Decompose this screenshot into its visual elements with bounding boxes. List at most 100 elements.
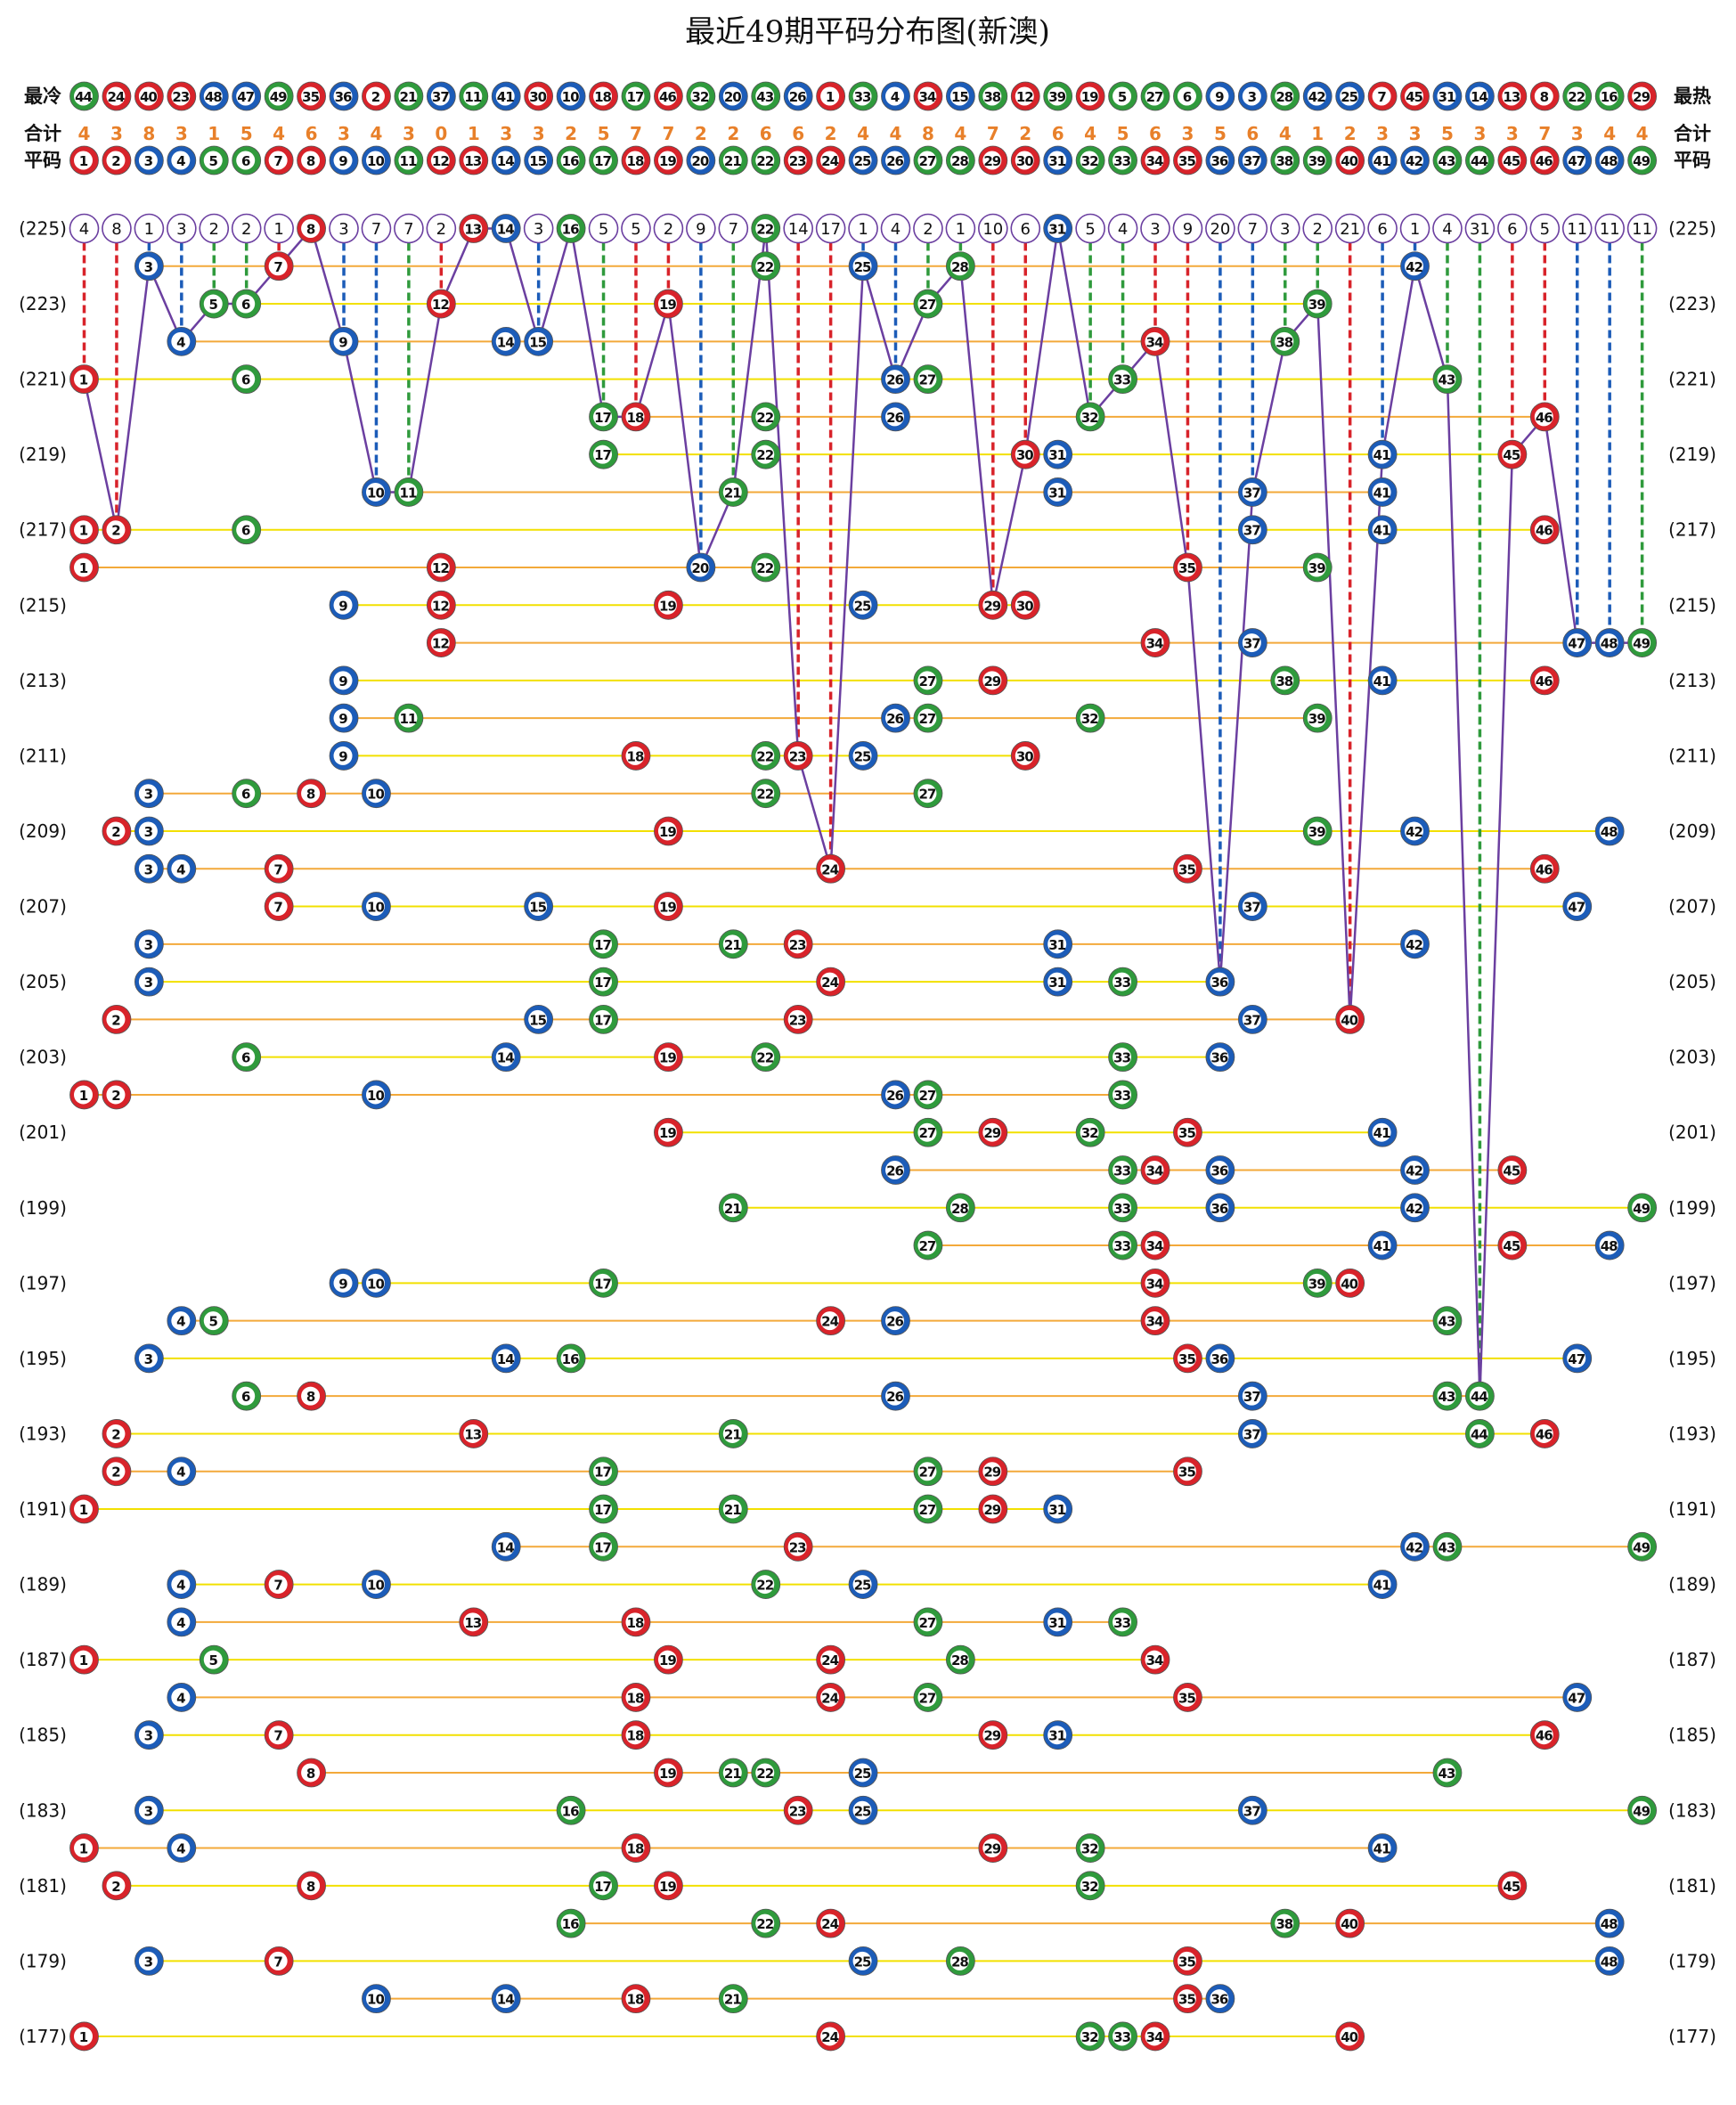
- draw-ball-label: 34: [1146, 1652, 1163, 1668]
- draw-ball-label: 30: [1016, 748, 1033, 764]
- period-label: (209): [1668, 820, 1716, 842]
- draw-ball-label: 18: [627, 1615, 644, 1631]
- ball-core: [333, 151, 353, 170]
- draw-ball-label: 30: [1016, 598, 1033, 614]
- draw-ball-label: 18: [627, 1690, 644, 1706]
- draw-ball-label: 24: [821, 861, 838, 877]
- ball-core: [171, 1462, 191, 1481]
- number-ball-label: 25: [854, 153, 871, 169]
- ball-core: [1405, 1198, 1424, 1218]
- cold-ball-label: 17: [627, 89, 644, 105]
- ball-core: [268, 1951, 288, 1970]
- ball-core: [625, 86, 645, 106]
- count: 5: [1214, 123, 1227, 144]
- ball-core: [1340, 1913, 1359, 1933]
- draw-ball-label: 19: [659, 824, 676, 840]
- ball-core: [1113, 1085, 1132, 1105]
- draw-ball-label: 3: [144, 975, 153, 991]
- draw-ball-label: 48: [1601, 824, 1618, 840]
- ball-core: [1632, 86, 1651, 106]
- draw-ball-label: 1: [79, 523, 88, 539]
- ball-core: [1177, 151, 1196, 170]
- ball-core: [917, 708, 937, 728]
- ball-core: [528, 86, 548, 106]
- ball-core: [1113, 86, 1132, 106]
- ball-core: [1242, 520, 1261, 540]
- ball-core: [755, 746, 775, 765]
- ball-core: [657, 1122, 677, 1142]
- ball-core: [203, 1650, 223, 1669]
- draw-ball-label: 22: [756, 787, 773, 803]
- ball-core: [333, 671, 353, 690]
- draw-ball-label: 22: [756, 1916, 773, 1932]
- draw-ball-label: 49: [1633, 1201, 1650, 1217]
- ball-core: [236, 294, 256, 314]
- count-label: 合计: [24, 123, 61, 144]
- number-ball-label: 38: [1276, 153, 1292, 169]
- number-ball-label: 28: [951, 153, 968, 169]
- draw-ball-label: 47: [1568, 1690, 1585, 1706]
- draw-ball-label: 5: [209, 1652, 218, 1668]
- ball-core: [593, 407, 613, 427]
- ball-core: [593, 151, 613, 170]
- cold-ball-label: 22: [1568, 89, 1585, 105]
- ball-core: [755, 407, 775, 427]
- miss-marker: [199, 213, 230, 244]
- count: 1: [208, 123, 220, 144]
- ball-core: [1047, 1499, 1067, 1519]
- draw-ball-label: 22: [756, 447, 773, 463]
- number-ball-label: 33: [1113, 153, 1130, 169]
- draw-ball-label: 4: [176, 1690, 185, 1706]
- draw-ball-label: 45: [1503, 447, 1520, 463]
- draw-ball-label: 9: [338, 598, 347, 614]
- ball-core: [74, 1499, 93, 1519]
- ball-core: [755, 1763, 775, 1783]
- draw-ball-label: 22: [756, 560, 773, 576]
- number-ball-label: 18: [627, 153, 644, 169]
- ball-core: [1632, 633, 1651, 653]
- period-label: (217): [19, 519, 67, 541]
- ball-core: [268, 1726, 288, 1745]
- ball-core: [1534, 407, 1553, 427]
- draw-ball-label: 46: [1536, 410, 1553, 426]
- draw-ball-label: 2: [111, 1012, 120, 1028]
- miss-marker: [588, 213, 619, 244]
- period-label: (197): [1668, 1272, 1716, 1293]
- draw-ball-label: 25: [854, 748, 871, 764]
- ball-core: [74, 370, 93, 389]
- number-ball-label: 3: [144, 153, 153, 169]
- ball-core: [1534, 859, 1553, 878]
- ball-core: [1372, 86, 1391, 106]
- cold-ball-label: 21: [399, 89, 416, 105]
- ball-core: [430, 558, 450, 577]
- draw-ball-label: 14: [497, 334, 514, 350]
- draw-ball-label: 43: [1439, 372, 1455, 388]
- ball-core: [495, 151, 515, 170]
- ball-core: [1437, 1311, 1456, 1331]
- draw-ball-label: 25: [854, 1578, 871, 1594]
- count: 4: [857, 123, 869, 144]
- miss-marker: [1302, 213, 1333, 244]
- ball-core: [171, 331, 191, 351]
- cold-ball-label: 35: [302, 89, 319, 105]
- draw-ball-label: 31: [1048, 1615, 1065, 1631]
- ball-core: [1534, 1424, 1553, 1443]
- ball-core: [625, 1612, 645, 1632]
- draw-ball-label: 17: [594, 937, 611, 953]
- number-ball-label: 42: [1406, 153, 1422, 169]
- draw-ball-label: 29: [983, 1728, 1000, 1744]
- ball-core: [1372, 1839, 1391, 1858]
- draw-ball-label: 46: [1536, 1728, 1553, 1744]
- period-label: (205): [19, 971, 67, 992]
- ball-core: [1047, 445, 1067, 464]
- count: 6: [792, 123, 804, 144]
- ball-core: [430, 595, 450, 615]
- draw-ball-label: 43: [1439, 1314, 1455, 1330]
- number-ball-label: 20: [691, 153, 708, 169]
- ball-core: [755, 445, 775, 464]
- ball-core: [1599, 1913, 1618, 1933]
- ball-core: [1242, 897, 1261, 917]
- ball-core: [1242, 1424, 1261, 1443]
- draw-ball-label: 31: [1048, 975, 1065, 991]
- draw-ball-label: 17: [594, 447, 611, 463]
